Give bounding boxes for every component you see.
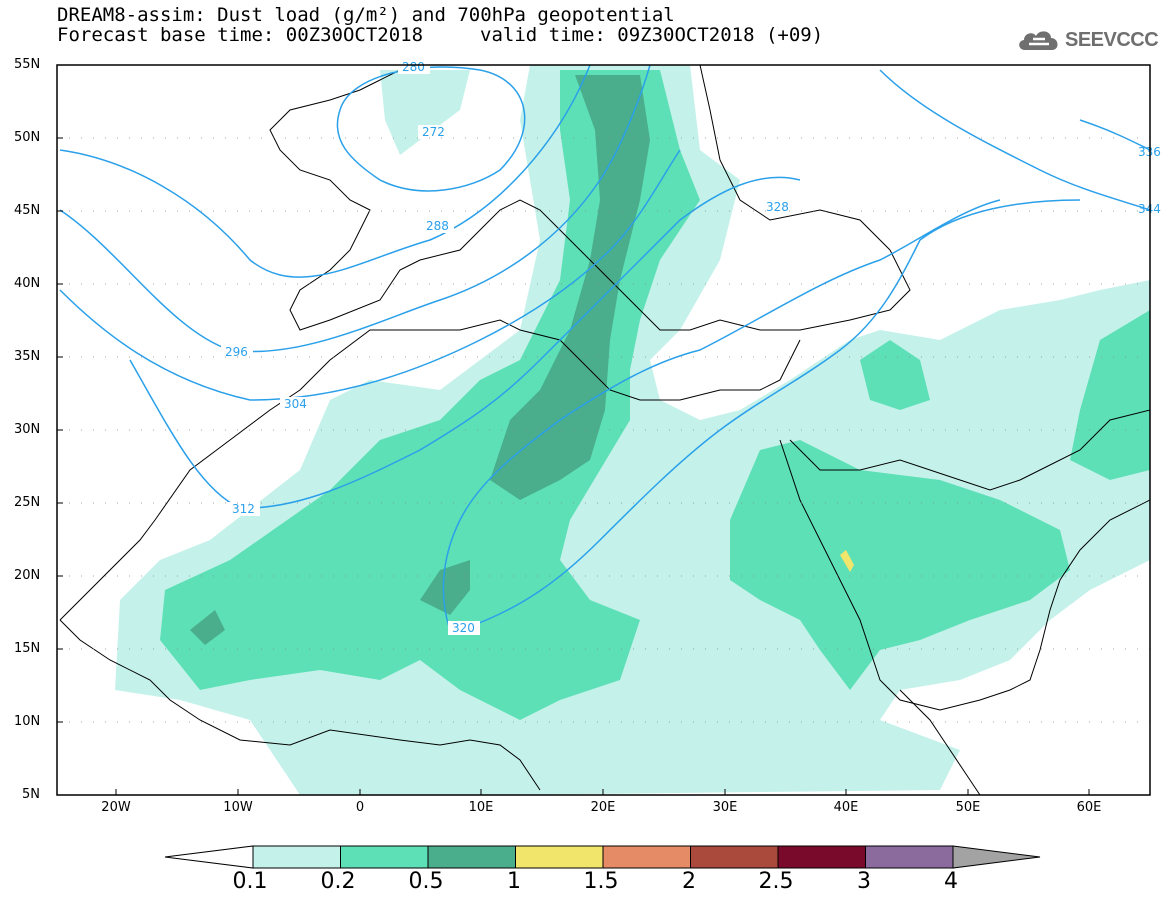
dust-field bbox=[115, 65, 1150, 795]
colorbar-arrow-left bbox=[164, 845, 254, 869]
lat-label: 30N bbox=[14, 422, 41, 437]
lon-label: 0 bbox=[355, 800, 365, 815]
colorbar-segment bbox=[865, 845, 954, 869]
colorbar-arrow-right bbox=[952, 845, 1041, 869]
lat-label: 15N bbox=[14, 641, 41, 656]
dust-region-mid-arabia bbox=[730, 440, 1070, 690]
dust-region-mid-east bbox=[1070, 310, 1150, 480]
lon-label: 10E bbox=[468, 800, 494, 815]
valid-time: valid time: 09Z30OCT2018 (+09) bbox=[480, 24, 824, 46]
forecast-base-time: Forecast base time: 00Z30OCT2018 bbox=[57, 24, 424, 46]
colorbar-segment bbox=[515, 845, 604, 869]
contour-312 bbox=[129, 176, 801, 509]
colorbar-label: 4 bbox=[944, 869, 958, 894]
lon-label: 20E bbox=[590, 800, 616, 815]
cloud-icon bbox=[1019, 31, 1058, 50]
contour-label: 304 bbox=[284, 397, 307, 411]
colorbar-segment bbox=[427, 845, 516, 869]
seevccc-logo: SEEVCCC bbox=[1015, 22, 1159, 58]
colorbar-label: 2 bbox=[682, 869, 696, 894]
contour-304 bbox=[59, 149, 681, 401]
contour-label: 280 bbox=[402, 60, 425, 74]
lat-label: 10N bbox=[14, 714, 41, 729]
contour-328 bbox=[459, 199, 1081, 631]
contour-296 bbox=[59, 65, 651, 353]
colorbar-segment bbox=[602, 845, 691, 869]
colorbar-label: 1.5 bbox=[583, 869, 619, 894]
contour-288 bbox=[59, 65, 591, 278]
lat-label: 35N bbox=[14, 349, 41, 364]
dust-region-low-north bbox=[380, 70, 470, 155]
lon-label: 30E bbox=[712, 800, 738, 815]
coastlines bbox=[59, 65, 1150, 795]
lat-label: 5N bbox=[22, 787, 40, 802]
dust-region-mid-iraq bbox=[860, 340, 930, 410]
lat-label: 45N bbox=[14, 203, 41, 218]
lat-label: 20N bbox=[14, 568, 41, 583]
colorbar-segment bbox=[252, 845, 341, 869]
colorbar-segment bbox=[777, 845, 866, 869]
contour-label: 312 bbox=[232, 502, 255, 516]
dust-region-peak bbox=[840, 550, 854, 572]
colorbar-segment bbox=[690, 845, 779, 869]
dust-region-high bbox=[490, 75, 650, 500]
lat-label: 25N bbox=[14, 495, 41, 510]
axis-ticks bbox=[57, 64, 1090, 795]
colorbar-label: 0.2 bbox=[320, 869, 356, 894]
lon-label: 40E bbox=[833, 800, 859, 815]
dust-region-high-west bbox=[190, 610, 225, 645]
colorbar-label: 0.5 bbox=[408, 869, 444, 894]
lon-label: 20W bbox=[101, 800, 131, 815]
contour-label: 288 bbox=[426, 219, 449, 233]
lat-label: 40N bbox=[14, 276, 41, 291]
contour-label: 296 bbox=[225, 345, 248, 359]
dust-region-high-sahel bbox=[420, 560, 470, 615]
contour-label: 328 bbox=[766, 200, 789, 214]
lon-label: 50E bbox=[955, 800, 981, 815]
colorbar-label: 2.5 bbox=[758, 869, 794, 894]
colorbar-label: 1 bbox=[507, 869, 521, 894]
contour-344 bbox=[1079, 119, 1150, 151]
lon-label: 60E bbox=[1076, 800, 1102, 815]
colorbar bbox=[164, 845, 1041, 869]
colorbar-label: 0.1 bbox=[232, 869, 268, 894]
contour-320 bbox=[442, 199, 1001, 631]
colorbar-segment bbox=[340, 845, 429, 869]
dust-region-mid bbox=[160, 70, 700, 720]
colorbar-label: 3 bbox=[857, 869, 871, 894]
contour-336 bbox=[879, 69, 1150, 211]
contour-label: 320 bbox=[452, 621, 475, 635]
contour-label: 272 bbox=[422, 125, 445, 139]
lat-label: 55N bbox=[14, 57, 41, 72]
lon-label: 10W bbox=[223, 800, 253, 815]
logo-text: SEEVCCC bbox=[1065, 29, 1159, 51]
lat-label: 50N bbox=[14, 130, 41, 145]
map-title: DREAM8-assim: Dust load (g/m²) and 700hP… bbox=[57, 4, 675, 26]
